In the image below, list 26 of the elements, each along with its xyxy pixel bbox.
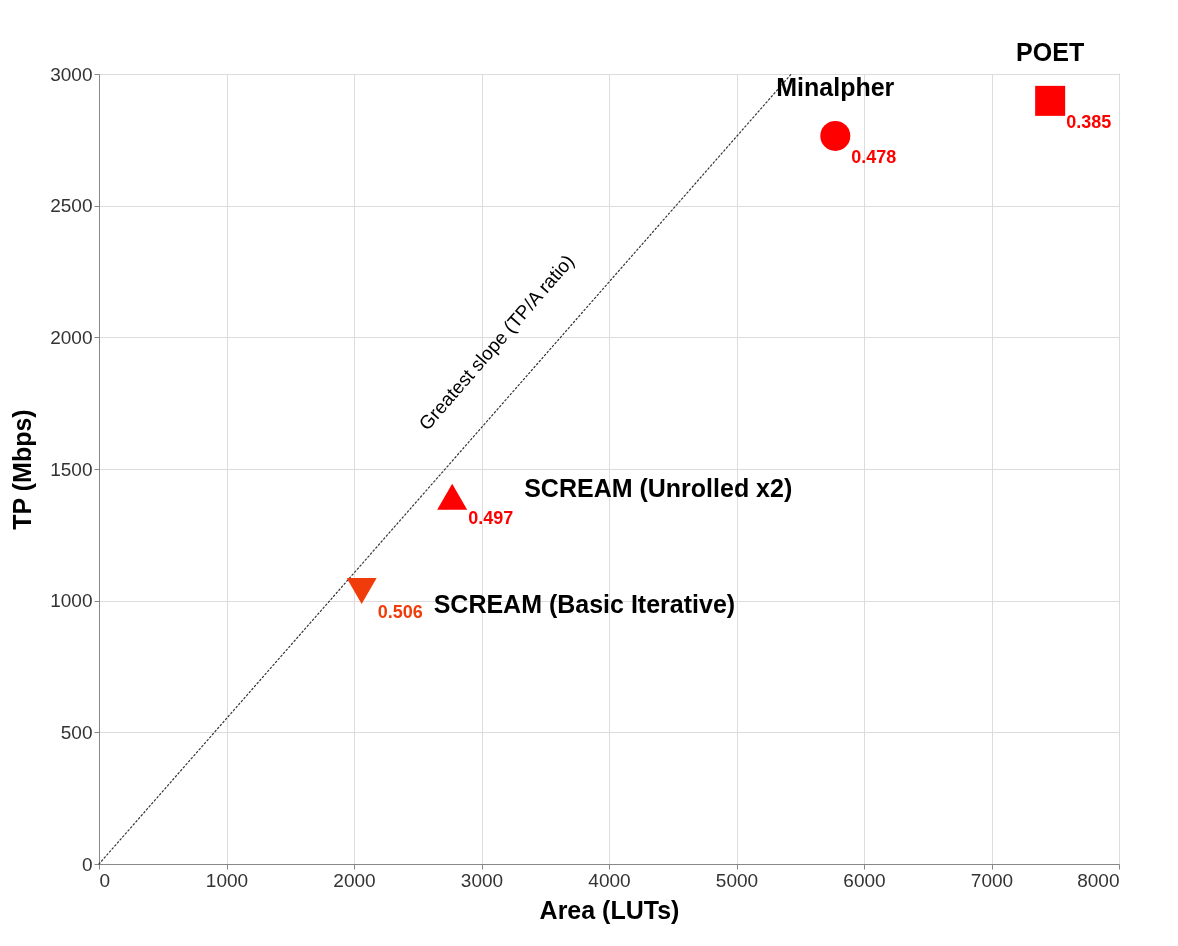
annotation: 0.497: [468, 507, 514, 528]
y-tick-label: 0: [81, 853, 93, 875]
x-tick-label: 3000: [460, 869, 504, 891]
x-tick-label: 2000: [333, 869, 376, 891]
y-tick-label: 2000: [50, 326, 93, 348]
y-tick-label: 2500: [50, 195, 93, 217]
x-tick-label: 8000: [1077, 869, 1120, 891]
series-label: POET: [1016, 37, 1085, 66]
y-tick-label: 500: [60, 721, 93, 743]
text: SCREAM (Unrolled x2): [524, 473, 793, 502]
x-tick-label: 1000: [205, 869, 249, 891]
x-tick-label: 4000: [588, 869, 631, 891]
x-tick-label: 5000: [715, 869, 759, 891]
y-axis-title: TP (Mbps): [8, 409, 37, 530]
x-tick-label: 6000: [843, 869, 886, 891]
annotation: 0.385: [1066, 111, 1112, 132]
x-tick-label: 0: [99, 869, 111, 891]
annotation: 0.478: [851, 146, 897, 167]
series-label: Minalpher: [776, 72, 895, 101]
x-tick-label: 7000: [970, 869, 1014, 891]
text: SCREAM (Basic Iterative): [433, 589, 736, 618]
annotation: 0.506: [377, 601, 423, 622]
x-axis-title: Area (LUTs): [539, 895, 680, 924]
y-tick-label: 1000: [50, 590, 93, 612]
y-tick-label: 3000: [50, 63, 93, 85]
y-tick-label: 1500: [50, 458, 93, 480]
